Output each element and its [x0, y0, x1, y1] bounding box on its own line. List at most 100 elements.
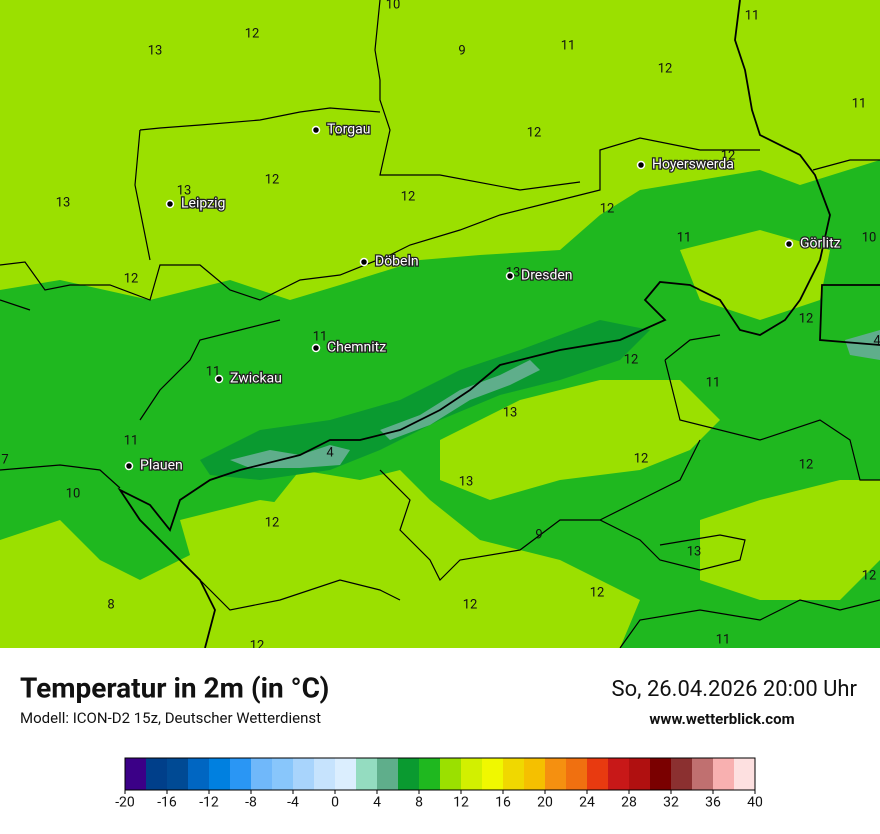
color-scale-frame [124, 757, 756, 791]
color-swatch [503, 758, 525, 790]
temperature-label: 12 [600, 201, 615, 216]
city-dot [359, 257, 369, 267]
temperature-label: 9 [458, 43, 465, 58]
tick-label: 32 [663, 795, 679, 811]
color-swatch [356, 758, 378, 790]
color-swatch [335, 758, 357, 790]
city-name: Chemnitz [327, 340, 386, 356]
tick-label: 4 [373, 795, 381, 811]
temperature-label: 12 [124, 271, 139, 286]
district-border [374, 0, 581, 191]
city-dot [124, 461, 134, 471]
temperature-label: 12 [799, 311, 814, 326]
temperature-label: 11 [745, 8, 760, 23]
color-swatch [188, 758, 210, 790]
color-swatch [461, 758, 483, 790]
color-swatch [587, 758, 609, 790]
city-dot [311, 343, 321, 353]
temperature-label: 10 [862, 230, 877, 245]
temperature-label: 11 [716, 632, 731, 647]
color-swatch [524, 758, 546, 790]
district-border [0, 299, 880, 649]
color-swatch [272, 758, 294, 790]
color-swatch [713, 758, 735, 790]
tick-label: 24 [579, 795, 595, 811]
color-swatch [398, 758, 420, 790]
color-swatch [251, 758, 273, 790]
temperature-label: 12 [590, 585, 605, 600]
tick-label: 20 [537, 795, 553, 811]
cool-area [200, 320, 650, 480]
temperature-label: 4 [873, 333, 880, 348]
city-dot [505, 271, 515, 281]
color-swatch [146, 758, 168, 790]
temperature-label: 11 [313, 329, 328, 344]
temperature-label: 12 [245, 26, 260, 41]
district-border [134, 107, 381, 261]
tick-label: 36 [705, 795, 721, 811]
temperature-label: 4 [326, 445, 334, 460]
city-name: Zwickau [230, 371, 282, 387]
temperature-label: 13 [148, 43, 163, 58]
color-swatch [125, 758, 147, 790]
city-name: Döbeln [375, 254, 419, 270]
color-swatch [650, 758, 672, 790]
datetime: So, 26.04.2026 20:00 Uhr [612, 677, 858, 702]
tick-label: -12 [199, 795, 219, 811]
temperature-label: 11 [852, 96, 867, 111]
city-name: Leipzig [181, 196, 225, 212]
city-dot [311, 125, 321, 135]
temperature-label: 10 [66, 486, 81, 501]
temperature-label: 13 [459, 474, 474, 489]
temperature-label: 12 [799, 457, 814, 472]
tick-label: 8 [415, 795, 423, 811]
tick-label: 12 [453, 795, 469, 811]
city-name: Hoyerswerda [652, 157, 734, 173]
city-name: Görlitz [800, 236, 841, 252]
temperature-label: 13 [177, 183, 192, 198]
tick-label: 0 [331, 795, 339, 811]
temperature-label: 12 [721, 148, 736, 163]
temperature-label: 11 [124, 433, 139, 448]
temperature-label: 12 [265, 515, 280, 530]
light-area [680, 230, 830, 320]
city-dot [784, 239, 794, 249]
tick-label: 40 [747, 795, 763, 811]
light-area [440, 380, 720, 500]
color-swatch [671, 758, 693, 790]
color-swatch [167, 758, 189, 790]
district-border [664, 159, 880, 481]
temperature-label: 8 [107, 597, 114, 612]
cities: Torgau Leipzig Döbeln Dresden Hoyerswerda Gör… [124, 120, 842, 475]
temperature-label: 12 [328, 124, 343, 139]
city-name: Dresden [521, 268, 573, 284]
title: Temperatur in 2m (in °C) [20, 671, 329, 704]
color-swatch [566, 758, 588, 790]
cold-area [230, 330, 880, 468]
temperature-label: 12 [265, 172, 280, 187]
color-swatch [629, 758, 651, 790]
color-swatch [314, 758, 336, 790]
district-border [0, 319, 746, 582]
color-swatch [419, 758, 441, 790]
state-border [117, 0, 831, 649]
tick-label: 16 [495, 795, 511, 811]
temperature-label: 12 [862, 568, 877, 583]
temperature-label: 12 [658, 61, 673, 76]
city-dot [636, 160, 646, 170]
temperature-label: 13 [687, 544, 702, 559]
temperature-label: 7 [1, 452, 8, 467]
map: 10 11 13 12 9 11 12 11 12 12 12 13 12 13 12 12 11 10 13 12 1… [0, 0, 880, 653]
temperature-label: 11 [706, 375, 721, 390]
temperature-label: 11 [677, 230, 692, 245]
state-border [819, 284, 880, 346]
color-swatch [734, 758, 756, 790]
tick-label: -4 [287, 795, 299, 811]
city-name: Torgau [327, 122, 370, 138]
color-swatch [545, 758, 567, 790]
district-border [0, 137, 760, 301]
color-swatch [692, 758, 714, 790]
light-area [700, 480, 880, 600]
tick-label: -16 [157, 795, 177, 811]
